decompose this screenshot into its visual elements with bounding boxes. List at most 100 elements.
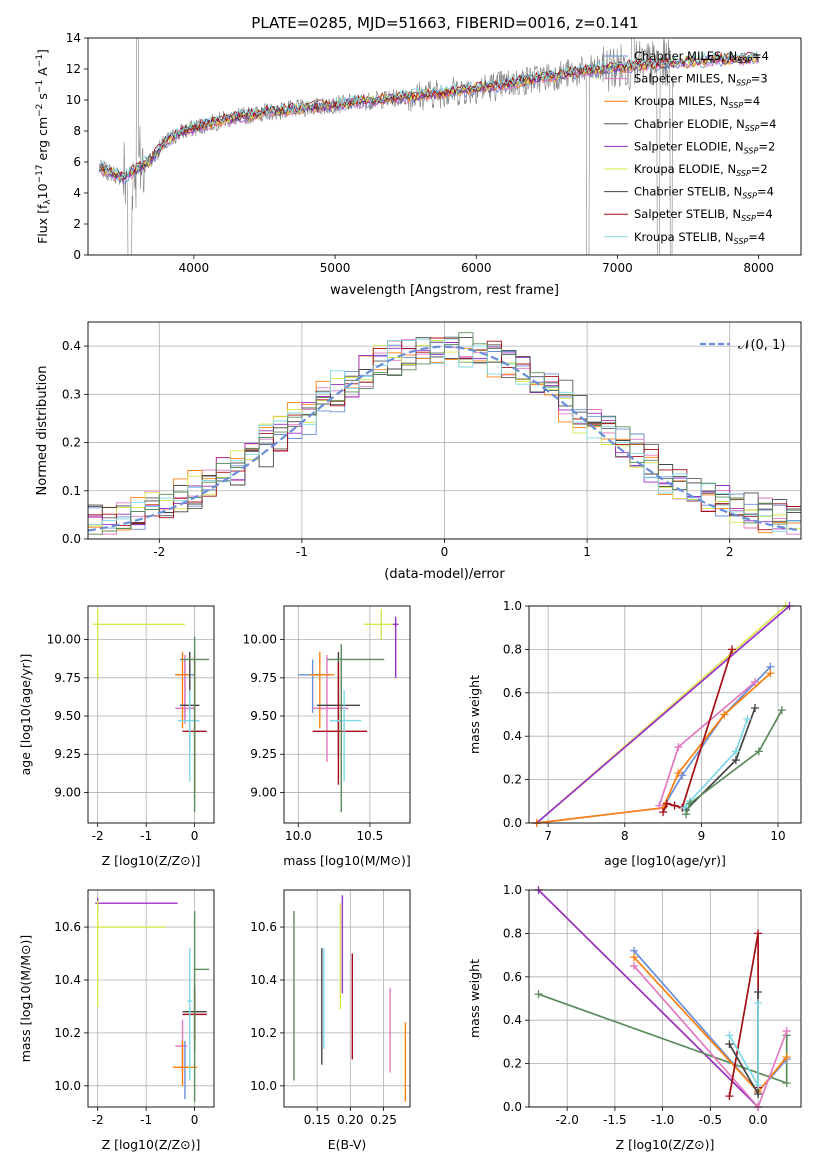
x-tick-label: 0.15 (304, 1113, 331, 1127)
residual-histogram-salpeter_stelib (88, 337, 801, 531)
x-tick-label: 2 (726, 545, 734, 559)
x-tick-label: 0.20 (337, 1113, 364, 1127)
weight-marker-kroupa_stelib (731, 747, 740, 756)
weight-marker-kroupa_stelib (754, 998, 763, 1007)
errorbar-green (180, 636, 210, 813)
weight-marker-kroupa_stelib (743, 714, 752, 723)
weight-line-kroupa_stelib (683, 718, 749, 809)
y-tick-label: 1.0 (503, 883, 522, 897)
errorbar-kroupa_miles (172, 1040, 198, 1086)
x-tick-label: -2 (153, 545, 165, 559)
y-tick-label: 8 (73, 124, 81, 138)
y-tick-label: 10.4 (54, 973, 81, 987)
errorbar-green (326, 644, 385, 813)
x-tick-label: -2 (92, 829, 104, 843)
errorbar-kroupa_miles (309, 651, 335, 729)
residuals-x-label: (data-model)/error (384, 567, 505, 582)
errorbar-green (193, 911, 210, 1102)
y-tick-label: 9.50 (54, 709, 81, 723)
errorbar-kroupa_elodie (92, 609, 185, 678)
y-tick-label: 0.8 (503, 926, 522, 940)
x-tick-label: 4000 (179, 261, 210, 275)
weight-marker-green (777, 706, 786, 715)
weight-marker-salpeter_miles (629, 961, 638, 970)
y-tick-label: 14 (66, 31, 81, 45)
spectrum-frame (87, 37, 802, 256)
weight-marker-salpeter_stelib (725, 1092, 734, 1101)
weight-marker-kroupa_stelib (754, 1081, 763, 1090)
legend-label-chabrier_elodie: Chabrier ELODIE, NSSP=4 (634, 117, 776, 133)
legend-label-gaussian: 𝒩(0, 1) (738, 338, 785, 353)
y-tick-label: 4 (73, 186, 81, 200)
y-tick-label: 0.8 (503, 642, 522, 656)
weight-line-green (685, 709, 783, 815)
errorbar-salpeter_elodie (95, 897, 178, 909)
weight-marker-kroupa_miles (674, 769, 683, 778)
weight-marker-green (782, 1079, 791, 1088)
y-tick-label: 9.25 (250, 747, 277, 761)
weight-line-salpeter_elodie (537, 890, 759, 1107)
weight-marker-green (754, 747, 763, 756)
errorbar-salpeter_miles (175, 654, 195, 724)
legend-label-salpeter_stelib: Salpeter STELIB, NSSP=4 (634, 207, 773, 223)
x-tick-label: -1.5 (603, 1113, 626, 1127)
y-tick-label: 0.4 (503, 729, 522, 743)
massweight_vs_Z-frame (528, 889, 802, 1108)
massweight_vs_Z-y-label: mass weight (467, 959, 482, 1038)
legend-label-chabrier_miles: Chabrier MILES, NSSP=4 (634, 49, 769, 65)
legend-label-kroupa_elodie: Kroupa ELODIE, NSSP=2 (634, 162, 768, 178)
legend-label-salpeter_miles: Salpeter MILES, NSSP=3 (634, 72, 768, 88)
y-tick-label: 0.6 (503, 970, 522, 984)
x-tick-label: 9 (698, 829, 706, 843)
y-tick-label: 10.4 (250, 973, 277, 987)
errorbar-salpeter_elodie (392, 616, 399, 678)
x-tick-label: 0 (191, 1113, 199, 1127)
x-tick-label: 0.0 (749, 1113, 768, 1127)
x-tick-label: 8 (621, 829, 629, 843)
y-tick-label: 0 (73, 248, 81, 262)
weight-marker-salpeter_miles (782, 1027, 791, 1036)
y-tick-label: 9.75 (250, 671, 277, 685)
weight-line-chabrier_miles (536, 666, 772, 823)
x-tick-label: 7 (544, 829, 552, 843)
y-tick-label: 9.00 (54, 785, 81, 799)
legend-label-salpeter_elodie: Salpeter ELODIE, NSSP=2 (634, 139, 775, 155)
x-tick-label: 6000 (461, 261, 492, 275)
mass_vs_Z-x-label: Z [log10(Z/Z⊙)] (102, 1137, 201, 1152)
mass_vs_ebv-axes: 0.15 0.20 0.25 10.0 10.2 10.4 10.6 (250, 890, 410, 1127)
weight-marker-salpeter_miles (655, 801, 664, 810)
weight-marker-kroupa_stelib (680, 803, 689, 812)
x-tick-label: 10.0 (285, 829, 312, 843)
x-tick-label: -1 (296, 545, 308, 559)
weight-marker-salpeter_miles (751, 677, 760, 686)
age_vs_mass-x-label: mass [log10(M/M⊙)] (283, 853, 411, 868)
legend-label-kroupa_miles: Kroupa MILES, NSSP=4 (634, 94, 760, 110)
weight-marker-chabrier_stelib (725, 1040, 734, 1049)
weight-marker-salpeter_miles (674, 743, 683, 752)
y-tick-label: 10.6 (250, 920, 277, 934)
plot-layer: 4000 5000 6000 7000 800002468101214wavelengt… (18, 31, 802, 1152)
figure-title: PLATE=0285, MJD=51663, FIBERID=0016, z=0… (251, 14, 638, 32)
residuals-frame (87, 321, 802, 540)
weight-marker-chabrier_stelib (731, 756, 740, 765)
x-tick-label: -2.0 (555, 1113, 578, 1127)
weight-marker-kroupa_miles (782, 1053, 791, 1062)
age_vs_mass-frame (283, 605, 411, 824)
y-tick-label: 9.75 (54, 671, 81, 685)
x-tick-label: 1 (583, 545, 591, 559)
model-line-kroupa_stelib (98, 49, 759, 179)
residuals-y-label: Normed distribution (35, 366, 50, 496)
x-tick-label: -1.0 (651, 1113, 674, 1127)
x-tick-label: 8000 (743, 261, 774, 275)
age_vs_Z-frame (87, 605, 215, 824)
x-tick-label: -1 (140, 1113, 152, 1127)
y-tick-label: 10.00 (47, 633, 81, 647)
age_vs_Z-y-label: age [log10(age/yr)] (18, 654, 33, 776)
y-tick-label: 10 (66, 93, 81, 107)
mass_vs_ebv-frame (283, 889, 411, 1108)
weight-marker-green (685, 799, 694, 808)
y-tick-label: 10.00 (243, 633, 277, 647)
y-tick-label: 10.0 (54, 1079, 81, 1093)
x-tick-label: 10 (770, 829, 785, 843)
